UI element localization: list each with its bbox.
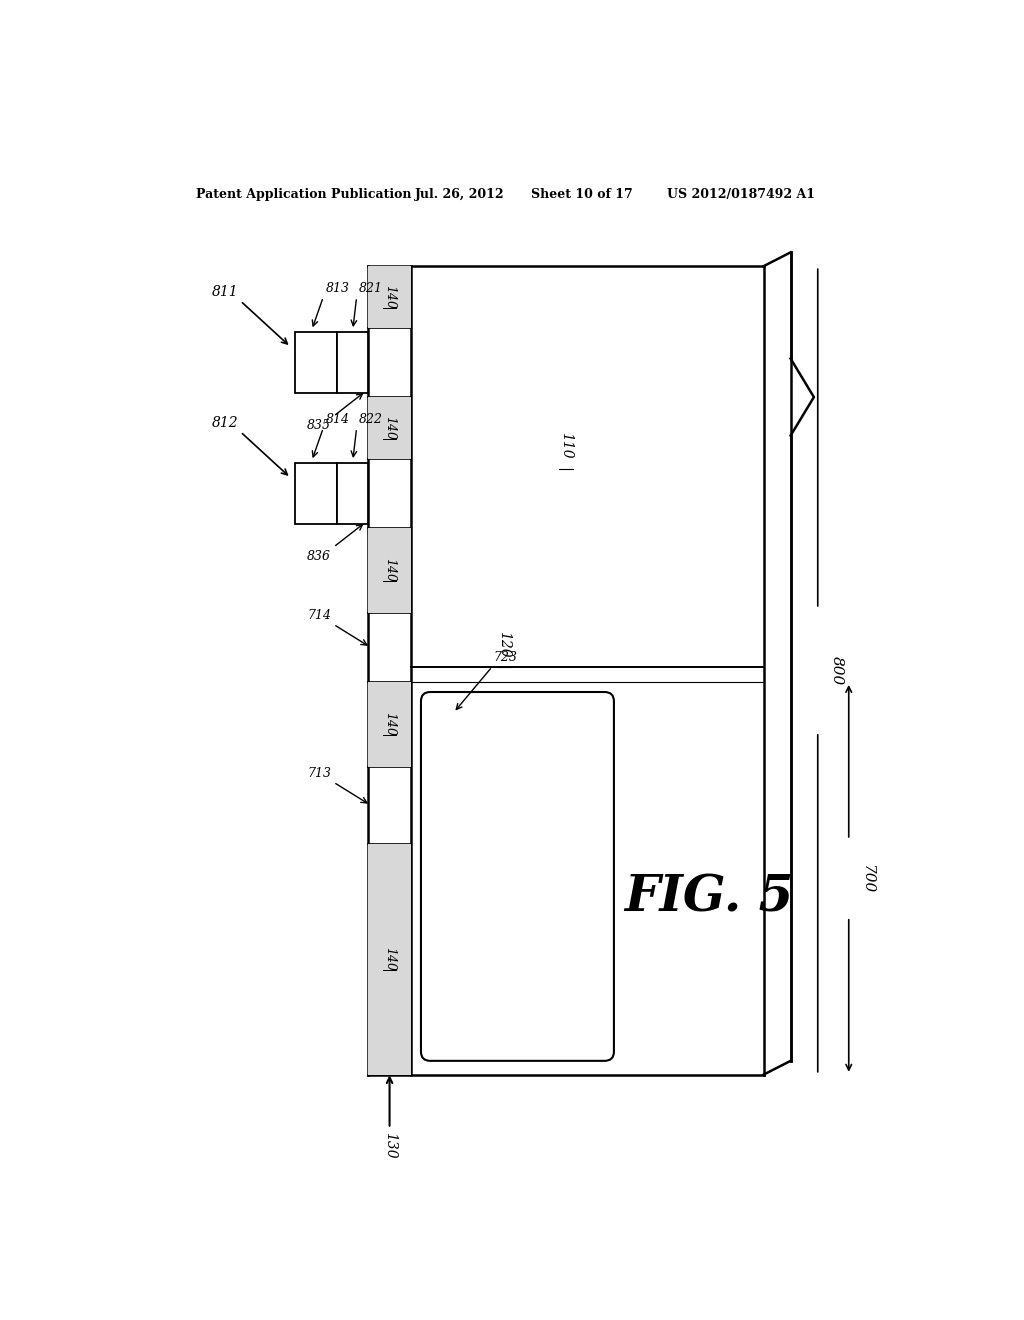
Bar <box>369 843 411 1074</box>
Bar <box>295 462 337 524</box>
Text: 140: 140 <box>383 948 396 972</box>
Text: 822: 822 <box>359 413 383 425</box>
Text: 140: 140 <box>383 558 396 582</box>
Text: US 2012/0187492 A1: US 2012/0187492 A1 <box>667 187 815 201</box>
Text: 811: 811 <box>212 285 239 300</box>
Text: 714: 714 <box>307 609 331 622</box>
Text: 723: 723 <box>494 651 518 664</box>
Text: FIG. 5: FIG. 5 <box>625 873 794 923</box>
Bar <box>369 397 411 459</box>
Text: 836: 836 <box>307 549 331 562</box>
Text: 821: 821 <box>359 281 383 294</box>
Bar <box>369 682 411 767</box>
Bar <box>369 267 411 327</box>
Text: 835: 835 <box>307 418 331 432</box>
Text: 800: 800 <box>829 656 844 685</box>
Text: 812: 812 <box>212 416 239 430</box>
Text: Sheet 10 of 17: Sheet 10 of 17 <box>531 187 633 201</box>
Text: Jul. 26, 2012: Jul. 26, 2012 <box>415 187 505 201</box>
Bar <box>337 331 369 393</box>
Bar <box>369 528 411 612</box>
FancyBboxPatch shape <box>421 692 614 1061</box>
Text: 130: 130 <box>383 1133 396 1159</box>
Text: 140: 140 <box>383 416 396 440</box>
Text: 110: 110 <box>559 432 572 459</box>
Bar <box>337 462 369 524</box>
Text: 120: 120 <box>497 631 511 657</box>
Text: 713: 713 <box>307 767 331 780</box>
Text: 700: 700 <box>860 863 874 892</box>
Text: 813: 813 <box>326 281 349 294</box>
Text: Patent Application Publication: Patent Application Publication <box>197 187 412 201</box>
Text: 140: 140 <box>383 285 396 309</box>
Text: 140: 140 <box>383 713 396 737</box>
Bar <box>295 331 337 393</box>
Text: 814: 814 <box>326 413 349 425</box>
